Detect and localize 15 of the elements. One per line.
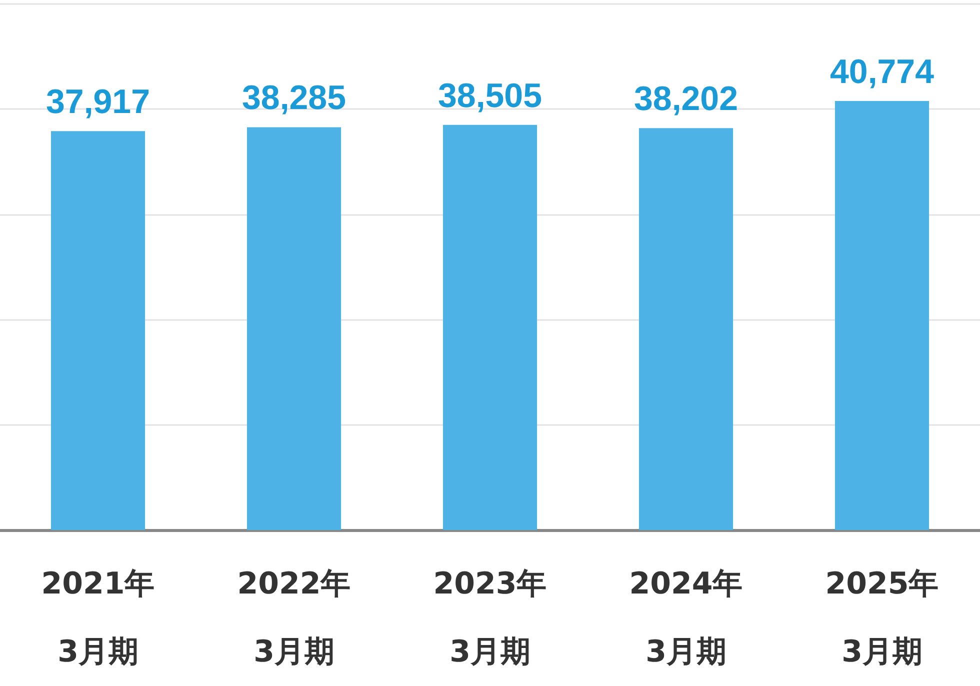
x-tick-label: 2021年 3月期 [41, 566, 155, 670]
x-tick-label: 2022年 3月期 [237, 566, 351, 670]
data-label: 38,202 [634, 80, 738, 118]
bar [50, 131, 146, 530]
x-tick-label: 2024年 3月期 [629, 566, 743, 670]
data-label: 38,285 [242, 79, 346, 118]
data-label: 40,774 [830, 53, 934, 92]
bar [246, 127, 342, 530]
bar [834, 101, 930, 530]
data-label: 37,917 [46, 83, 150, 122]
bar [638, 128, 734, 530]
bar [442, 124, 538, 530]
data-label: 38,505 [438, 76, 542, 115]
x-tick-label: 2025年 3月期 [825, 566, 939, 670]
x-tick-label: 2023年 3月期 [433, 566, 547, 670]
